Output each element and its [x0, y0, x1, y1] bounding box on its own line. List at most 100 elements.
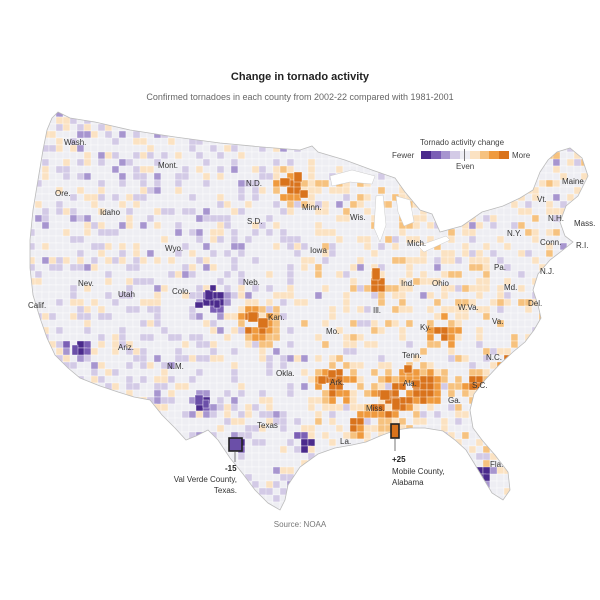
county-cell	[580, 368, 588, 380]
county-cell	[83, 452, 95, 461]
county-cell	[251, 123, 263, 132]
county-cell	[433, 354, 442, 363]
county-cell	[188, 151, 197, 160]
county-cell	[510, 438, 522, 447]
county-cell	[118, 396, 127, 405]
county-cell	[552, 452, 564, 461]
county-cell	[104, 438, 113, 450]
county-cell	[573, 277, 582, 289]
county-cell	[370, 116, 379, 128]
county-cell	[223, 112, 232, 121]
county-cell	[433, 112, 445, 118]
county-cell	[328, 130, 340, 139]
county-cell	[223, 354, 232, 363]
county-cell	[426, 494, 435, 506]
county-cell	[580, 501, 588, 510]
county-cell	[104, 368, 113, 377]
county-cell	[552, 396, 561, 405]
county-cell	[503, 375, 512, 384]
val-verde-county-highlight[interactable]	[228, 437, 243, 452]
county-cell	[566, 284, 575, 293]
county-cell	[132, 326, 141, 335]
county-cell	[69, 214, 78, 223]
county-cell	[559, 389, 568, 398]
county-cell	[503, 179, 512, 188]
county-cell	[41, 403, 50, 412]
county-cell	[524, 487, 533, 496]
county-cell	[30, 445, 36, 457]
county-cell	[223, 165, 232, 174]
county-cell	[524, 375, 533, 387]
county-cell	[321, 277, 330, 286]
county-cell	[174, 235, 183, 244]
mobile-county-highlight[interactable]	[390, 423, 400, 439]
county-cell	[524, 221, 533, 230]
county-cell	[314, 417, 323, 426]
county-cell	[160, 347, 169, 356]
county-cell	[202, 228, 211, 237]
county-cell	[349, 112, 361, 118]
county-cell	[405, 123, 417, 132]
county-cell	[48, 172, 57, 181]
county-cell	[433, 165, 442, 174]
county-cell	[307, 403, 316, 412]
county-cell	[209, 508, 218, 510]
county-cell	[384, 186, 393, 195]
county-cell	[30, 112, 36, 118]
county-cell	[41, 382, 50, 391]
county-cell	[111, 228, 120, 237]
county-cell	[587, 473, 588, 482]
county-cell	[482, 112, 491, 118]
county-cell	[440, 116, 449, 128]
county-cell	[286, 508, 295, 510]
county-cell	[69, 207, 78, 216]
county-cell	[531, 123, 543, 132]
county-cell	[363, 235, 372, 244]
county-cell	[587, 417, 588, 426]
county-cell	[188, 235, 197, 244]
county-cell	[230, 368, 239, 377]
county-cell	[125, 473, 134, 482]
county-cell	[76, 112, 85, 121]
county-cell	[223, 508, 235, 510]
county-cell	[391, 382, 400, 391]
county-cell	[454, 284, 463, 293]
county-cell	[552, 291, 561, 300]
county-cell	[55, 221, 64, 230]
county-cell	[566, 123, 575, 132]
county-cell	[468, 473, 477, 485]
county-cell	[384, 340, 393, 349]
county-cell	[55, 214, 64, 223]
county-cell	[580, 326, 588, 338]
county-cell	[433, 158, 442, 167]
county-cell	[580, 112, 588, 118]
county-cell	[328, 347, 337, 356]
county-cell	[391, 284, 400, 293]
county-cell	[517, 466, 529, 475]
county-cell	[552, 312, 561, 321]
county-cell	[545, 123, 554, 132]
county-cell	[440, 207, 452, 216]
county-cell	[370, 480, 382, 489]
county-cell	[307, 431, 316, 440]
county-cell	[153, 277, 162, 286]
county-cell	[524, 312, 533, 321]
county-cell	[160, 326, 169, 335]
county-cell	[447, 382, 456, 391]
county-cell	[559, 396, 568, 405]
county-cell	[153, 116, 162, 125]
county-cell	[41, 368, 53, 377]
county-cell	[216, 221, 225, 230]
county-cell	[244, 123, 256, 132]
county-cell	[118, 438, 130, 447]
county-cell	[335, 200, 344, 209]
county-cell	[286, 410, 295, 419]
county-cell	[587, 333, 588, 342]
county-cell	[503, 123, 515, 132]
county-cell	[139, 319, 148, 328]
county-cell	[461, 396, 470, 405]
county-cell	[566, 116, 575, 125]
county-cell	[125, 501, 137, 510]
county-cell	[405, 186, 414, 195]
county-cell	[566, 228, 575, 237]
